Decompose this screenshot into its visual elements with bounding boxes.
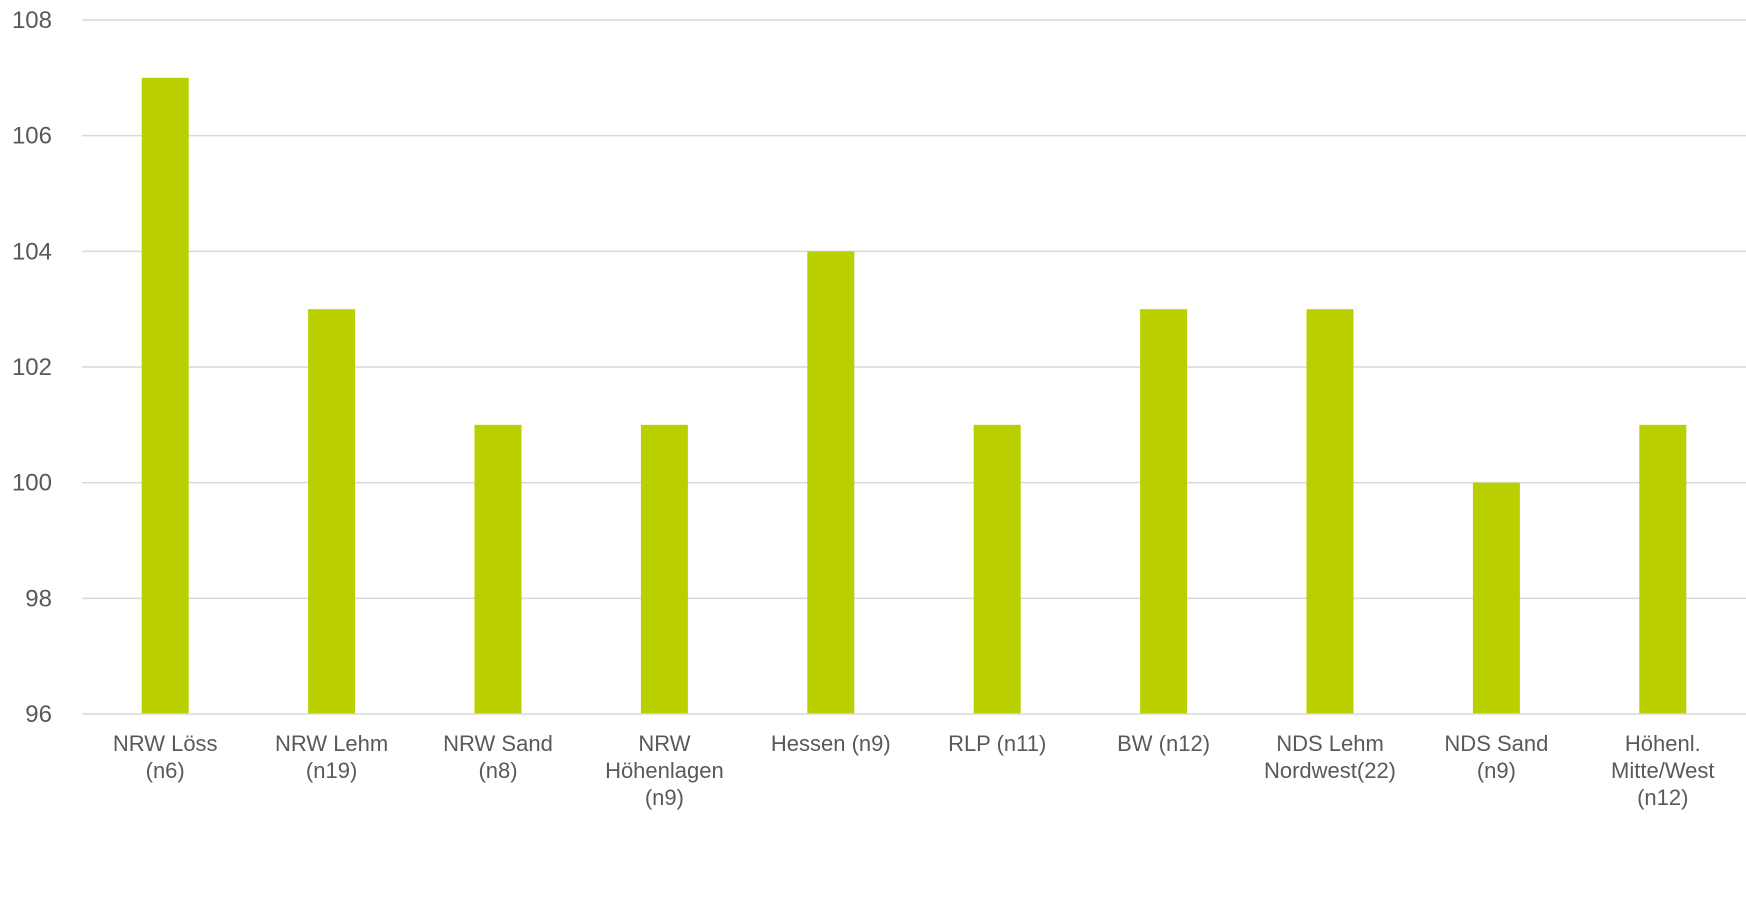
x-axis-tick-labels: NRW Löss (n6)NRW Lehm (n19)NRW Sand (n8)NRW… [113,731,1715,810]
bars [141,77,1687,715]
x-tick-label: NDS Sand (n9) [1444,731,1548,783]
x-tick-label-line: NRW Sand [443,731,553,756]
x-tick-label-line: Höhenl. [1625,731,1701,756]
y-tick-label: 98 [25,585,52,612]
x-tick-label-line: RLP (n11) [948,731,1046,756]
x-tick-label: RLP (n11) [948,731,1046,756]
x-tick-label-line: (n8) [478,758,517,783]
x-tick-label-line: (n12) [1637,785,1688,810]
bar [141,77,189,715]
x-tick-label: BW (n12) [1117,731,1210,756]
x-tick-label: NRW Sand (n8) [443,731,553,783]
x-tick-label-line: (n9) [645,785,684,810]
x-tick-label-line: NDS Sand [1444,731,1548,756]
x-tick-label-line: Hessen (n9) [771,731,891,756]
bar [1472,482,1520,714]
y-tick-label: 108 [12,7,52,34]
bar [973,424,1021,714]
y-tick-label: 96 [25,701,52,728]
x-tick-label: NRW Löss (n6) [113,731,218,783]
x-tick-label: NDS Lehm Nordwest(22) [1264,731,1396,783]
x-tick-label-line: BW (n12) [1117,731,1210,756]
x-tick-label-line: NDS Lehm [1276,731,1384,756]
y-tick-label: 104 [12,238,52,265]
bar [308,309,356,714]
x-tick-label-line: Nordwest(22) [1264,758,1396,783]
x-tick-label: NRW Höhenlagen (n9) [605,731,724,810]
x-tick-label-line: (n6) [146,758,185,783]
y-tick-label: 100 [12,470,52,497]
bar [474,424,522,714]
x-tick-label-line: (n9) [1477,758,1516,783]
y-tick-label: 106 [12,123,52,150]
gridlines [82,19,1746,600]
y-tick-label: 102 [12,354,52,381]
x-tick-label: Hessen (n9) [771,731,891,756]
x-tick-label-line: Mitte/West [1611,758,1715,783]
x-tick-label-line: NRW Löss [113,731,218,756]
bar [640,424,688,714]
x-tick-label: NRW Lehm (n19) [275,731,388,783]
bar [1306,309,1354,714]
bar [1140,309,1188,714]
x-tick-label: Höhenl. Mitte/West (n12) [1611,731,1715,810]
x-tick-label-line: (n19) [306,758,357,783]
x-tick-label-line: NRW Lehm [275,731,388,756]
bar [1639,424,1687,714]
x-tick-label-line: Höhenlagen [605,758,724,783]
x-tick-label-line: NRW [638,731,690,756]
y-axis-tick-labels: 96 98 100 102 104 106 108 [12,7,52,728]
bar [807,251,855,715]
